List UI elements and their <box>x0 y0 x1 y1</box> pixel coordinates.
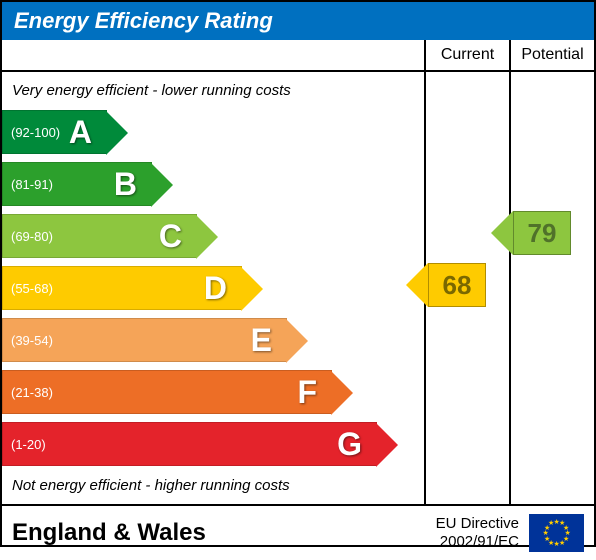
band-bar-d: (55-68)D <box>2 266 242 310</box>
band-bar-g: (1-20)G <box>2 422 377 466</box>
band-row-b: (81-91)B <box>2 159 424 209</box>
band-arrow-tip <box>331 371 353 415</box>
band-arrow-tip <box>241 267 263 311</box>
header-current: Current <box>424 40 509 70</box>
current-column: 68 <box>424 72 509 504</box>
band-letter: G <box>337 426 370 463</box>
header-row: Current Potential <box>2 40 594 72</box>
band-row-e: (39-54)E <box>2 315 424 365</box>
subtitle-top: Very energy efficient - lower running co… <box>2 80 424 101</box>
band-bar-f: (21-38)F <box>2 370 332 414</box>
header-spacer <box>2 40 424 70</box>
directive-line1: EU Directive <box>436 515 519 533</box>
band-arrow-tip <box>376 423 398 467</box>
potential-arrow: 79 <box>491 211 571 255</box>
band-bar-b: (81-91)B <box>2 162 152 206</box>
chart-area: Very energy efficient - lower running co… <box>2 72 594 504</box>
band-row-a: (92-100)A <box>2 107 424 157</box>
band-arrow-tip <box>151 163 173 207</box>
band-row-c: (69-80)C <box>2 211 424 261</box>
band-letter: C <box>159 218 190 255</box>
current-value: 68 <box>428 263 486 307</box>
chart-title: Energy Efficiency Rating <box>2 2 594 40</box>
footer-directive: EU Directive 2002/91/EC <box>436 515 519 551</box>
band-letter: B <box>114 166 145 203</box>
directive-line2: 2002/91/EC <box>436 533 519 551</box>
band-letter: E <box>251 322 280 359</box>
band-arrow-tip <box>196 215 218 259</box>
band-range: (1-20) <box>3 437 376 452</box>
band-bar-c: (69-80)C <box>2 214 197 258</box>
band-letter: F <box>297 374 325 411</box>
bars-column: Very energy efficient - lower running co… <box>2 72 424 504</box>
eu-flag-icon: ★★★★★★★★★★★★ <box>529 514 584 552</box>
potential-value: 79 <box>513 211 571 255</box>
band-arrow-tip <box>106 111 128 155</box>
band-row-d: (55-68)D <box>2 263 424 313</box>
band-range: (21-38) <box>3 385 331 400</box>
band-bar-e: (39-54)E <box>2 318 287 362</box>
band-row-f: (21-38)F <box>2 367 424 417</box>
footer-region: England & Wales <box>12 519 436 547</box>
potential-arrow-tip <box>491 211 513 255</box>
band-arrow-tip <box>286 319 308 363</box>
rating-bars: (92-100)A (81-91)B (69-80)C (55-68)D (39-54)… <box>2 101 424 475</box>
band-row-g: (1-20)G <box>2 419 424 469</box>
current-arrow-tip <box>406 263 428 307</box>
band-letter: A <box>69 114 100 151</box>
band-range: (39-54) <box>3 333 286 348</box>
epc-chart-container: Energy Efficiency Rating Current Potenti… <box>0 0 596 547</box>
band-bar-a: (92-100)A <box>2 110 107 154</box>
header-potential: Potential <box>509 40 594 70</box>
potential-column: 79 <box>509 72 594 504</box>
band-letter: D <box>204 270 235 307</box>
subtitle-bottom: Not energy efficient - higher running co… <box>2 475 424 496</box>
current-arrow: 68 <box>406 263 486 307</box>
footer: England & Wales EU Directive 2002/91/EC … <box>2 504 594 560</box>
